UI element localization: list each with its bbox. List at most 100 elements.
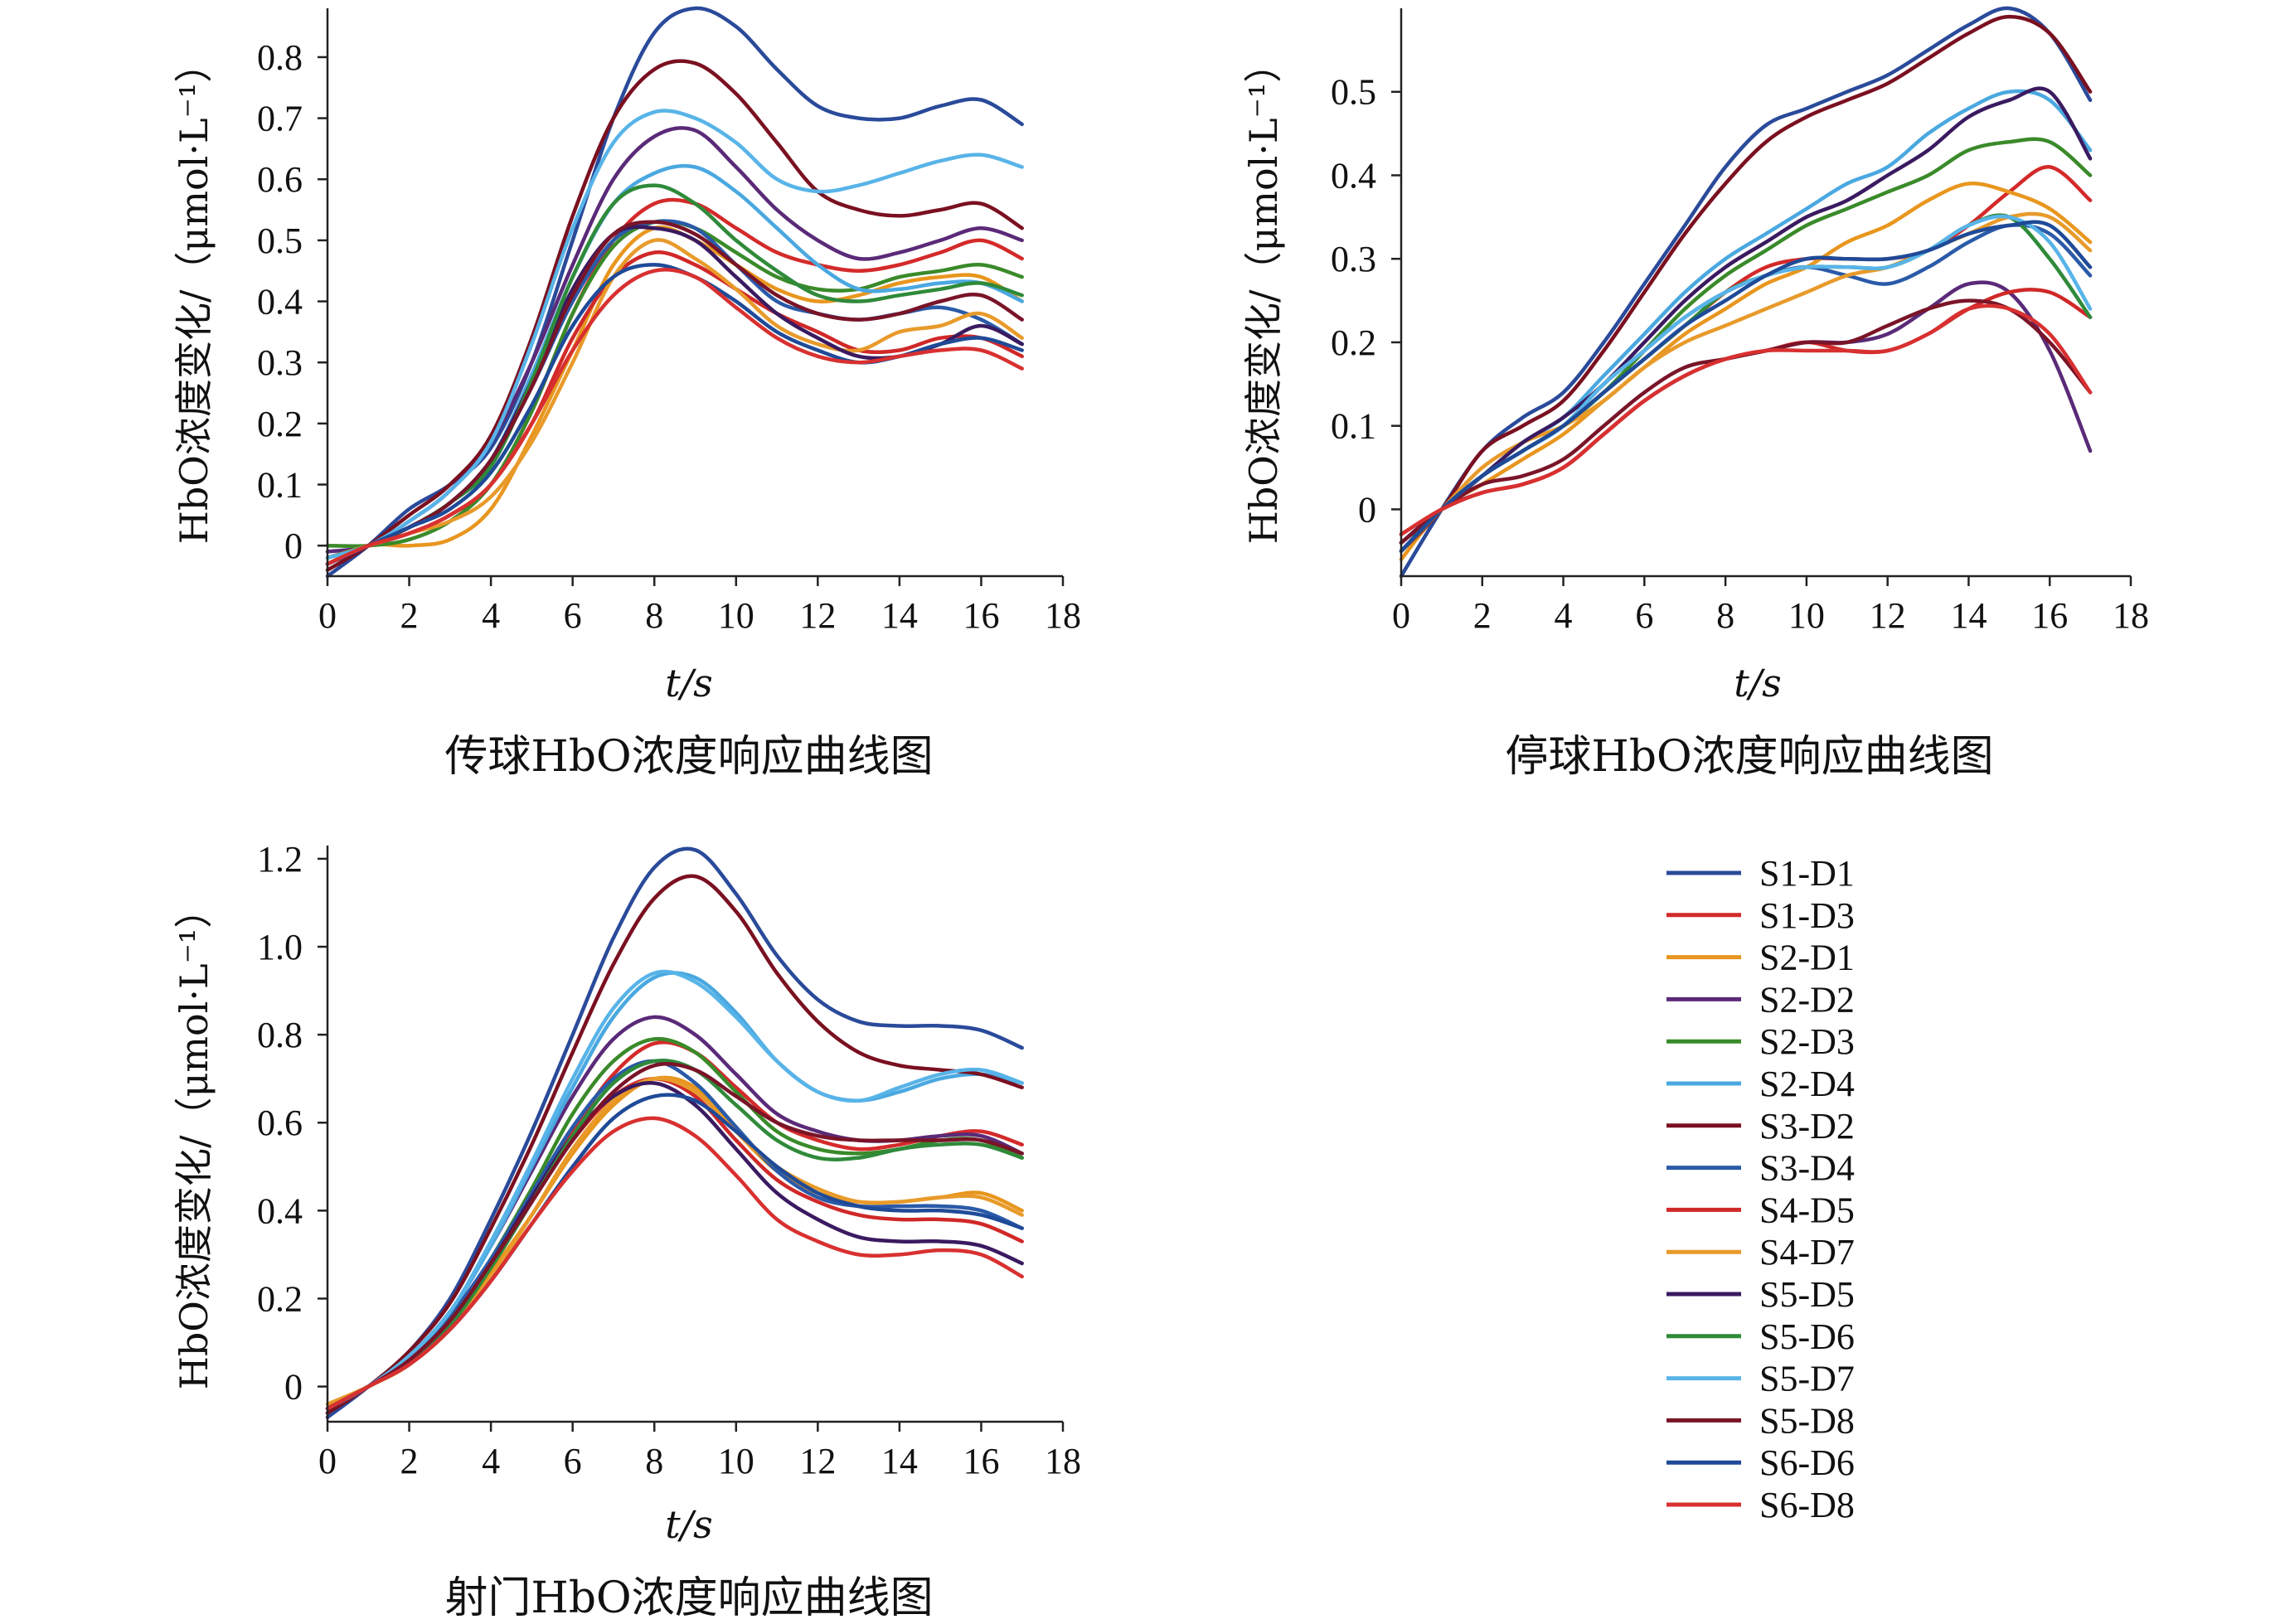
- series-line-shoot-s5-d7: [325, 969, 1024, 1411]
- legend-label-s6-d6: S6-D6: [1759, 1442, 1855, 1483]
- chart-title-shoot: 射门HbO浓度响应曲线图: [444, 1573, 933, 1623]
- series-line-stop-s5-d7: [1399, 214, 2093, 554]
- y-tick-label: 1.0: [257, 927, 303, 967]
- x-tick-label: 12: [799, 595, 836, 636]
- y-tick-label: 0.1: [1331, 406, 1376, 447]
- legend-label-s3-d4: S3-D4: [1759, 1148, 1855, 1189]
- x-tick-label: 0: [318, 1441, 337, 1481]
- chart-title-pass: 传球HbO浓度响应曲线图: [444, 732, 933, 782]
- series-line-stop-s5-d8: [1399, 298, 2093, 545]
- series-line-stop-s6-d6: [1399, 220, 2093, 554]
- y-tick-label: 0.5: [257, 221, 303, 261]
- x-tick-label: 8: [1716, 595, 1734, 636]
- x-tick-label: 10: [718, 1441, 754, 1481]
- x-tick-label: 0: [318, 595, 337, 636]
- series-line-stop-s3-d4: [1399, 223, 2093, 554]
- legend-label-s5-d5: S5-D5: [1759, 1274, 1855, 1315]
- legend-label-s4-d5: S4-D5: [1759, 1190, 1855, 1230]
- plot-lines-stop: [1399, 6, 2093, 579]
- y-tick-label: 0: [284, 1367, 303, 1408]
- y-tick-label: 1.2: [257, 839, 303, 880]
- plot-lines-pass: [325, 6, 1024, 579]
- x-tick-label: 14: [881, 1441, 918, 1481]
- series-line-stop-s1-d1: [1399, 6, 2093, 579]
- series-line-pass-s3-d2: [325, 59, 1024, 572]
- y-tick-label: 0.8: [257, 1015, 303, 1055]
- x-axis-title-shoot: t/s: [665, 1502, 713, 1547]
- series-line-shoot-s4-d5: [325, 1076, 1024, 1411]
- x-tick-label: 18: [2113, 595, 2149, 636]
- series-line-stop-s4-d5: [1399, 288, 2093, 536]
- y-tick-label: 0.4: [257, 282, 303, 322]
- legend-label-s2-d2: S2-D2: [1759, 979, 1855, 1020]
- x-tick-label: 16: [963, 595, 999, 636]
- legend-label-s2-d1: S2-D1: [1759, 938, 1855, 978]
- chart-shoot: 0 2 4 6 8 10 12 14 16 18 0 0.2 0.4 0.6 0.8 1.0 1.2 HbO浓度…: [172, 839, 1081, 1623]
- chart-pass: 0 2 4 6 8 10 12 14 16 18 0 0.1 0.2 0.3 0.4 0.5 0.6 0.7 0.8…: [172, 6, 1081, 782]
- series-line-shoot-s3-d4: [325, 1059, 1024, 1411]
- series-line-shoot-s2-d2: [325, 1015, 1024, 1415]
- series-line-stop-s5-d6: [1399, 213, 2093, 554]
- series-line-stop-s2-d2: [1399, 280, 2093, 545]
- y-tick-label: 0.2: [1331, 322, 1376, 363]
- legend-label-s6-d8: S6-D8: [1759, 1485, 1855, 1525]
- legend-label-s1-d1: S1-D1: [1759, 853, 1855, 894]
- x-tick-label: 16: [2031, 595, 2068, 636]
- series-line-shoot-s1-d3: [325, 1040, 1024, 1411]
- x-tick-label: 4: [1555, 595, 1573, 636]
- series-line-shoot-s5-d8: [325, 1062, 1024, 1411]
- series-line-shoot-s1-d1: [325, 846, 1024, 1419]
- x-tick-label: 4: [482, 595, 500, 636]
- y-tick-label: 0: [284, 526, 303, 566]
- x-tick-label: 2: [1473, 595, 1492, 636]
- axes-pass: 0 2 4 6 8 10 12 14 16 18 0 0.1 0.2 0.3 0.4 0.5 0.6 0.7 0.8: [257, 8, 1081, 636]
- x-tick-label: 4: [482, 1441, 500, 1481]
- x-tick-label: 14: [1950, 595, 1987, 636]
- y-tick-label: 0.3: [1331, 239, 1376, 279]
- legend-label-s5-d7: S5-D7: [1759, 1359, 1855, 1399]
- x-tick-label: 14: [881, 595, 918, 636]
- x-axis-title-pass: t/s: [665, 661, 713, 705]
- x-axis-title-stop: t/s: [1734, 661, 1782, 705]
- series-line-stop-s6-d8: [1399, 303, 2093, 536]
- x-tick-label: 0: [1392, 595, 1410, 636]
- y-tick-label: 0.7: [257, 99, 303, 139]
- x-tick-label: 12: [1870, 595, 1906, 636]
- series-line-stop-s2-d1: [1399, 182, 2093, 562]
- x-tick-label: 6: [564, 1441, 582, 1481]
- y-tick-label: 0.2: [257, 1278, 303, 1319]
- plot-lines-shoot: [325, 846, 1024, 1419]
- legend-label-s2-d4: S2-D4: [1759, 1064, 1855, 1104]
- x-tick-label: 8: [645, 595, 663, 636]
- series-line-shoot-s5-d6: [325, 1059, 1024, 1411]
- series-line-pass-s5-d6: [325, 183, 1024, 560]
- series-line-shoot-s3-d2: [325, 874, 1024, 1415]
- y-tick-label: 0.1: [257, 465, 303, 506]
- axes-stop: 0 2 4 6 8 10 12 14 16 18 0 0.1 0.2 0.3 0.4 0.5: [1331, 8, 2149, 636]
- axes-shoot: 0 2 4 6 8 10 12 14 16 18 0 0.2 0.4 0.6 0.8 1.0 1.2: [257, 839, 1081, 1481]
- legend-label-s1-d3: S1-D3: [1759, 895, 1855, 936]
- series-line-pass-s5-d7: [325, 109, 1024, 560]
- x-tick-label: 8: [645, 1441, 663, 1481]
- y-axis-title-pass: HbO浓度变化/（μmol·L⁻¹）: [172, 45, 216, 545]
- series-line-stop-s5-d5: [1399, 86, 2093, 545]
- x-tick-label: 2: [400, 595, 419, 636]
- y-tick-label: 0.8: [257, 37, 303, 78]
- series-line-stop-s2-d3: [1399, 137, 2093, 545]
- series-line-shoot-s5-d5: [325, 1080, 1024, 1411]
- y-tick-label: 0.6: [257, 1103, 303, 1143]
- series-line-pass-s4-d5: [325, 250, 1024, 560]
- legend-label-s5-d6: S5-D6: [1759, 1316, 1855, 1357]
- x-tick-label: 18: [1045, 1441, 1081, 1481]
- x-tick-label: 6: [1635, 595, 1653, 636]
- legend-label-s3-d2: S3-D2: [1759, 1106, 1855, 1146]
- series-line-stop-s3-d2: [1399, 14, 2093, 554]
- x-tick-label: 18: [1045, 595, 1081, 636]
- x-tick-label: 12: [799, 1441, 836, 1481]
- y-axis-title-stop: HbO浓度变化/（μmol·L⁻¹）: [1241, 45, 1286, 545]
- chart-title-stop: 停球HbO浓度响应曲线图: [1505, 732, 1993, 782]
- series-line-shoot-s6-d8: [325, 1116, 1024, 1411]
- y-tick-label: 0: [1358, 489, 1376, 530]
- y-tick-label: 0.4: [257, 1190, 303, 1231]
